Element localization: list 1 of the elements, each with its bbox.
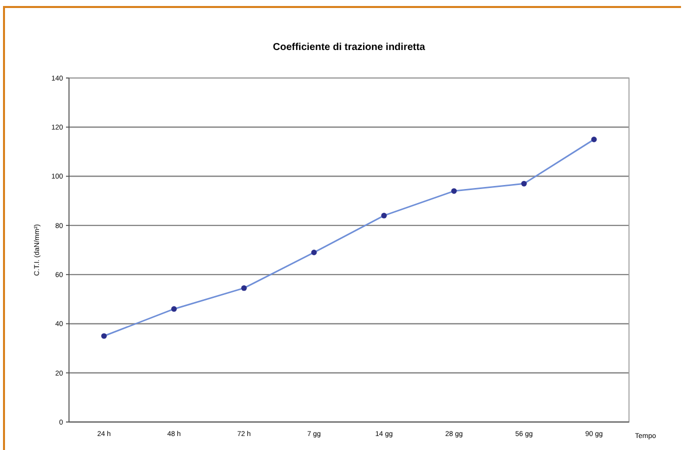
chart-title: Coefficiente di trazione indiretta xyxy=(272,42,426,53)
